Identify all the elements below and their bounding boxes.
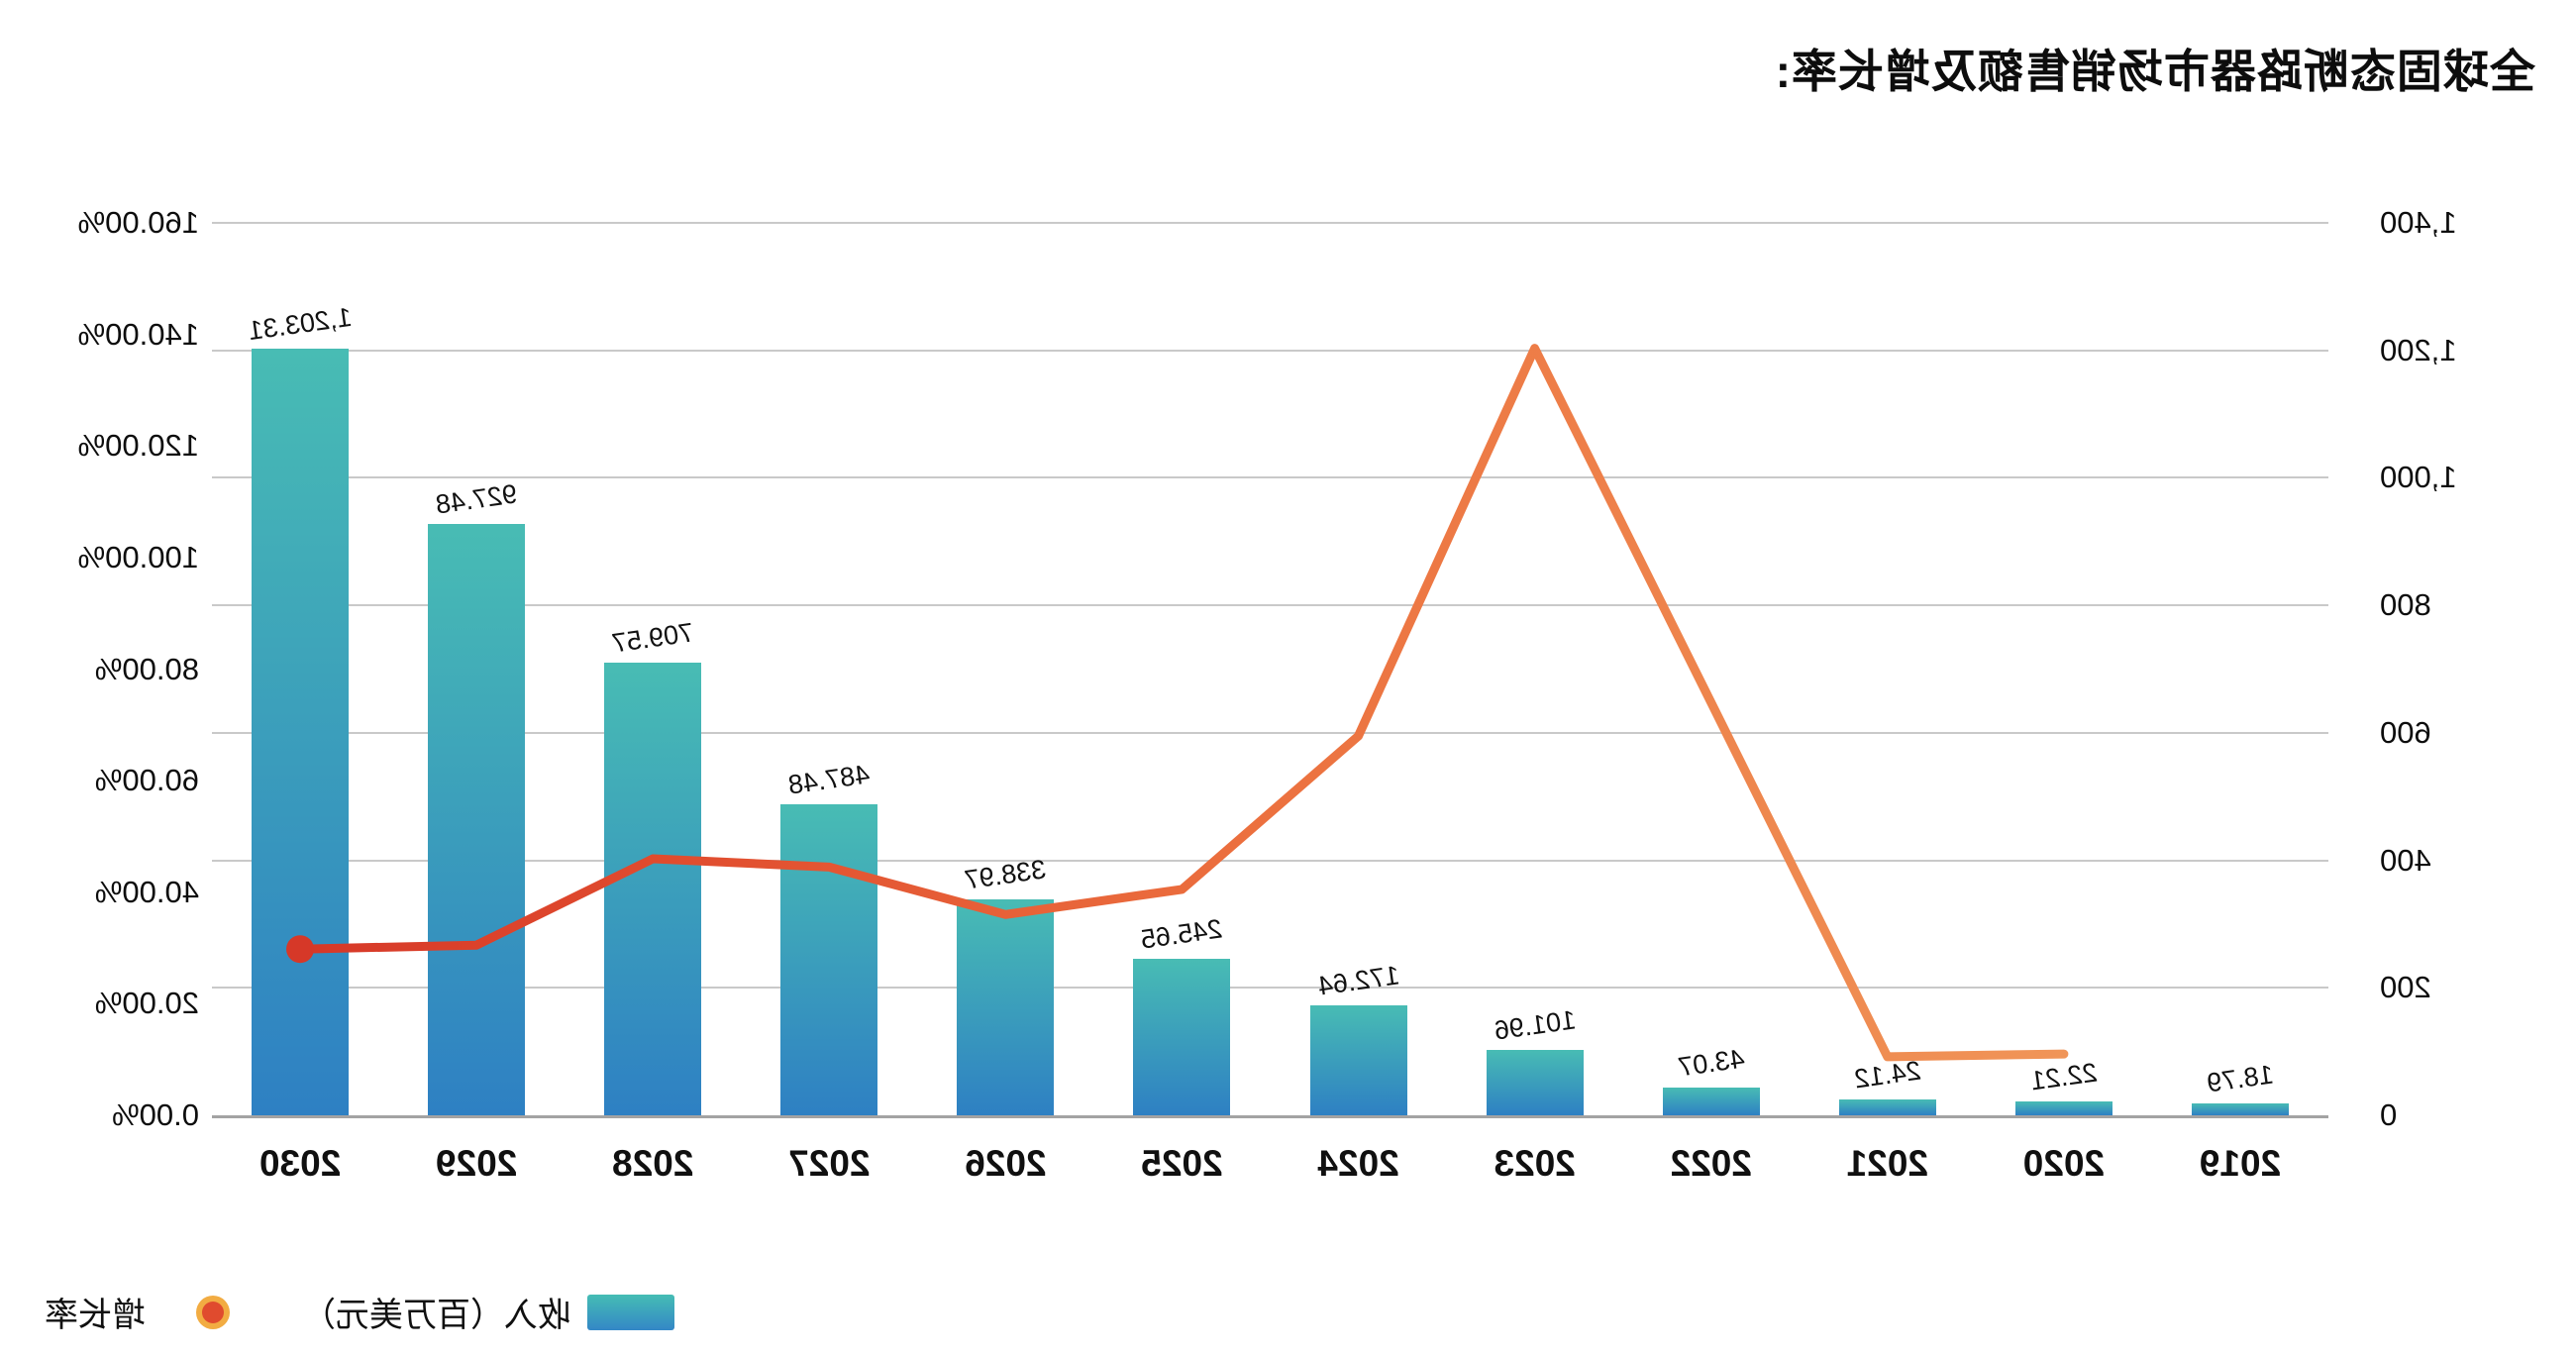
line-endpoint-dot[interactable]	[286, 935, 315, 964]
legend-growth-label: 增长率	[45, 1297, 146, 1334]
legend-item-growth[interactable]: 增长率	[45, 1288, 264, 1336]
legend-item-revenue[interactable]: 收入（百万美元）	[302, 1288, 674, 1336]
revenue-swatch-icon	[587, 1294, 674, 1330]
growth-rate-line[interactable]	[295, 344, 2069, 1062]
legend: 收入（百万美元） 增长率	[45, 1288, 674, 1336]
legend-revenue-label: 收入（百万美元）	[302, 1297, 571, 1334]
growth-line-marker-icon	[161, 1295, 264, 1329]
